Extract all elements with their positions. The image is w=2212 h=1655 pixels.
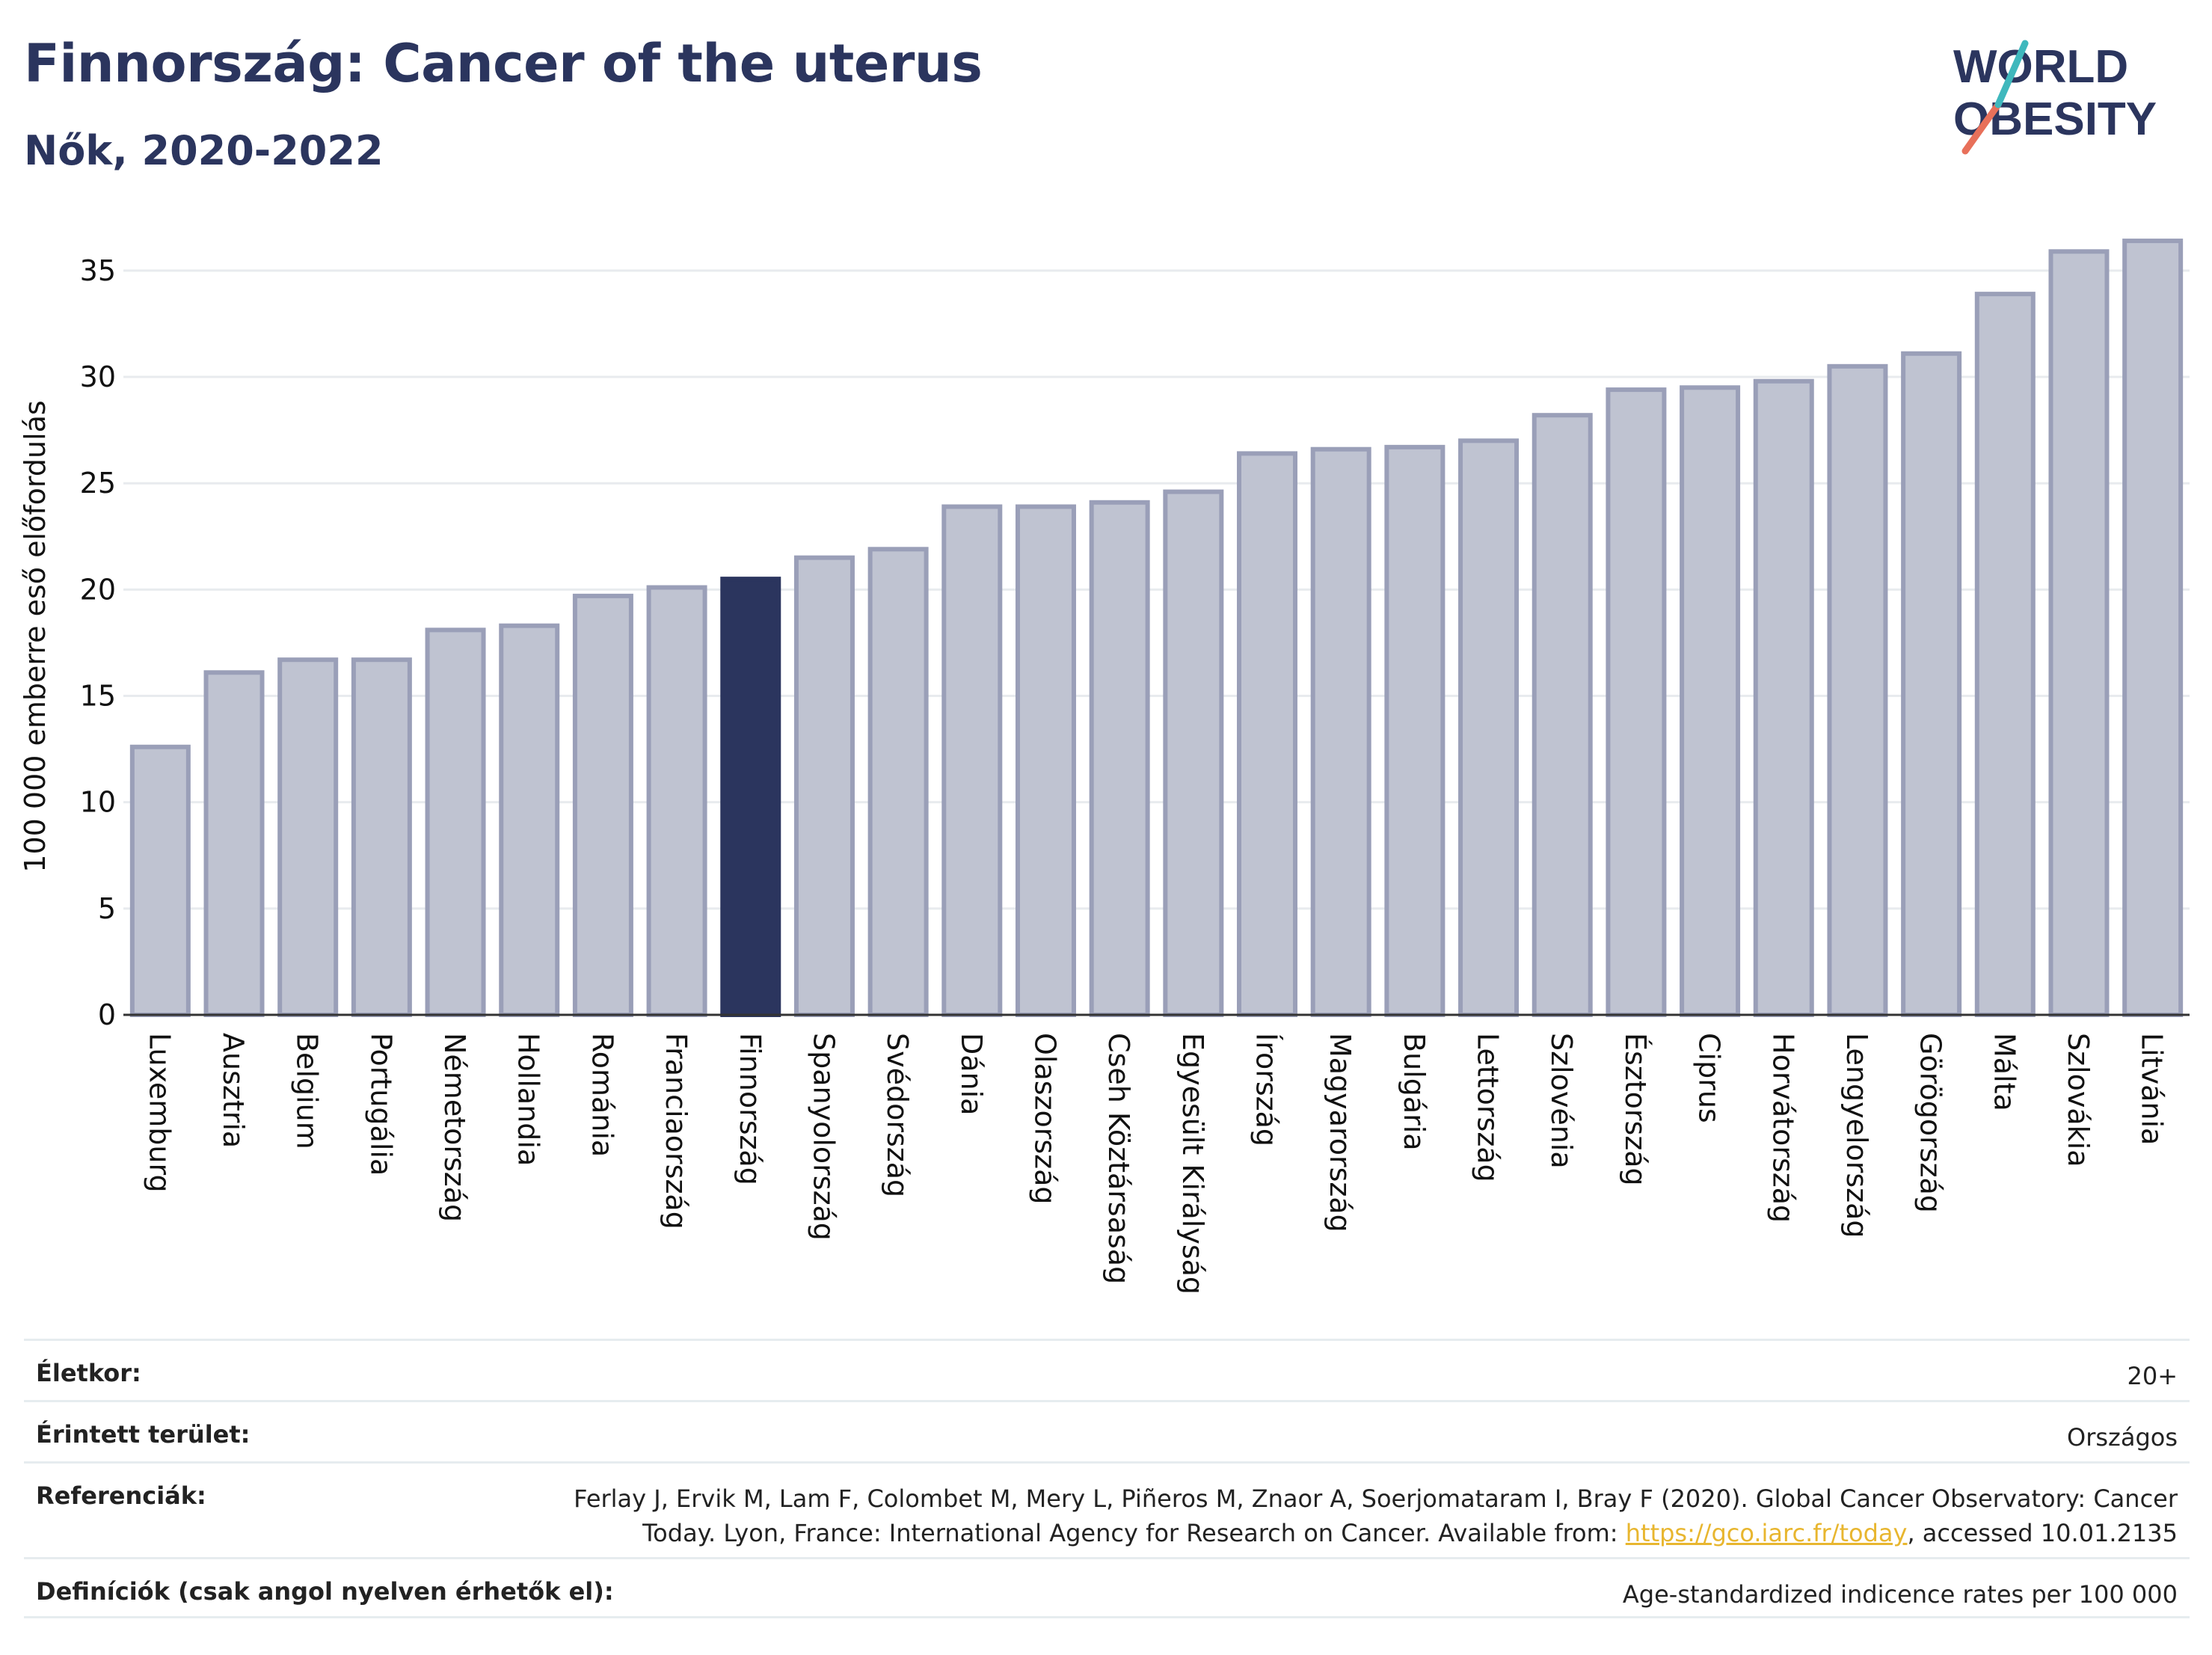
bar-12 (1015, 504, 1076, 1017)
reference-line1: Ferlay J, Ervik M, Lam F, Colombet M, Me… (574, 1484, 2178, 1513)
y-axis-ticks: 0 5 10 15 20 25 30 35 (80, 254, 116, 1031)
meta-value-age: 20+ (2127, 1362, 2178, 1390)
meta-label-age: Életkor: (36, 1359, 141, 1387)
bar-chart: 0 5 10 15 20 25 30 35 Luxemburg Ausztria Belgium P… (19, 239, 2190, 1295)
meta-row-age: Életkor: 20+ (24, 1339, 2190, 1400)
y-tick-label: 0 (98, 998, 116, 1031)
x-tick-label: Málta (1988, 1033, 2021, 1111)
bar-2 (277, 657, 339, 1018)
meta-label-area: Érintett terület: (36, 1420, 251, 1449)
bar-0 (129, 744, 191, 1017)
chart-subtitle: Nők, 2020-2022 (24, 127, 384, 174)
x-axis-labels: Luxemburg Ausztria Belgium Portugália Németo… (143, 1033, 2168, 1295)
x-tick-label: Ausztria (217, 1033, 250, 1148)
bar-26 (2048, 249, 2110, 1017)
x-tick-label: Ciprus (1693, 1033, 1726, 1123)
bar-19 (1531, 413, 1593, 1017)
y-tick-label: 35 (80, 254, 116, 287)
x-tick-label: Írország (1250, 1033, 1283, 1146)
x-tick-label: Szlovákia (2062, 1033, 2095, 1167)
meta-label-definitions: Definíciók (csak angol nyelven érhetők e… (36, 1577, 614, 1606)
y-tick-label: 5 (98, 892, 116, 925)
y-tick-label: 20 (80, 573, 116, 606)
x-tick-label: Litvánia (2136, 1033, 2169, 1145)
x-tick-label: Franciaország (660, 1033, 692, 1229)
x-tick-label: Észtország (1619, 1033, 1652, 1186)
bar-23 (1827, 363, 1888, 1018)
world-obesity-logo: WORLD OBESITY (1953, 40, 2157, 155)
bar-1 (203, 670, 265, 1018)
bar-27 (2122, 239, 2184, 1017)
x-tick-label: Dánia (955, 1033, 988, 1115)
y-tick-label: 25 (80, 467, 116, 500)
logo-line1: WORLD (1953, 41, 2128, 93)
bar-21 (1680, 385, 1741, 1017)
bar-4 (425, 627, 486, 1017)
meta-row-definitions: Definíciók (csak angol nyelven érhetők e… (24, 1557, 2190, 1618)
bar-6 (572, 593, 633, 1017)
bar-14 (1163, 489, 1224, 1017)
bar-7 (646, 585, 707, 1017)
y-tick-label: 10 (80, 786, 116, 819)
x-tick-label: Portugália (364, 1033, 397, 1176)
x-tick-label: Németország (438, 1033, 471, 1222)
bar-5 (499, 623, 560, 1017)
x-tick-label: Finnország (734, 1033, 766, 1185)
x-tick-label: Lengyelország (1840, 1033, 1873, 1238)
bar-15 (1237, 451, 1298, 1017)
bar-16 (1310, 446, 1371, 1017)
x-tick-label: Cseh Köztársaság (1102, 1033, 1135, 1284)
bar-25 (1974, 292, 2036, 1017)
y-tick-label: 30 (80, 360, 116, 393)
bar-8 (720, 577, 781, 1017)
x-tick-label: Egyesült Királyság (1176, 1033, 1209, 1295)
reference-line2-post: , accessed 10.01.2135 (1907, 1519, 2178, 1547)
meta-row-references: Referenciák: Ferlay J, Ervik M, Lam F, C… (24, 1461, 2190, 1557)
meta-label-references: Referenciák: (36, 1481, 206, 1510)
x-tick-label: Magyarország (1324, 1033, 1357, 1232)
chart-title: Finnország: Cancer of the uterus (24, 33, 983, 94)
x-tick-label: Olaszország (1028, 1033, 1061, 1205)
bar-18 (1458, 438, 1520, 1017)
y-axis-label: 100 000 emberre eső előfordulás (19, 400, 52, 872)
metadata-table: Életkor: 20+ Érintett terület: Országos … (24, 1339, 2190, 1618)
x-tick-label: Svédország (881, 1033, 914, 1197)
x-tick-label: Spanyolország (807, 1033, 840, 1241)
bar-13 (1089, 500, 1150, 1017)
bar-9 (793, 555, 855, 1017)
meta-value-area: Országos (2067, 1423, 2178, 1452)
x-tick-label: Románia (586, 1033, 618, 1157)
x-tick-label: Hollandia (512, 1033, 545, 1166)
x-tick-label: Belgium (291, 1033, 324, 1149)
bar-3 (351, 657, 412, 1018)
reference-link[interactable]: https://gco.iarc.fr/today (1625, 1519, 1908, 1547)
bar-11 (941, 504, 1003, 1017)
bar-20 (1606, 387, 1667, 1017)
bar-17 (1384, 444, 1446, 1017)
meta-value-definitions: Age-standardized indicence rates per 100… (1622, 1580, 2178, 1609)
reference-line2-pre: Today. Lyon, France: International Agenc… (642, 1519, 1626, 1547)
bar-24 (1901, 351, 1962, 1017)
y-tick-label: 15 (80, 680, 116, 713)
bar-10 (867, 547, 929, 1017)
bars (129, 239, 2184, 1018)
x-tick-label: Görögország (1914, 1033, 1947, 1213)
x-tick-label: Luxemburg (143, 1033, 176, 1193)
x-tick-label: Horvátország (1766, 1033, 1799, 1223)
x-tick-label: Lettország (1472, 1033, 1505, 1182)
meta-row-area: Érintett terület: Országos (24, 1400, 2190, 1461)
x-tick-label: Szlovénia (1545, 1033, 1578, 1169)
meta-value-references: Ferlay J, Ervik M, Lam F, Colombet M, Me… (574, 1481, 2178, 1550)
bar-22 (1753, 378, 1814, 1017)
x-tick-label: Bulgária (1398, 1033, 1431, 1151)
